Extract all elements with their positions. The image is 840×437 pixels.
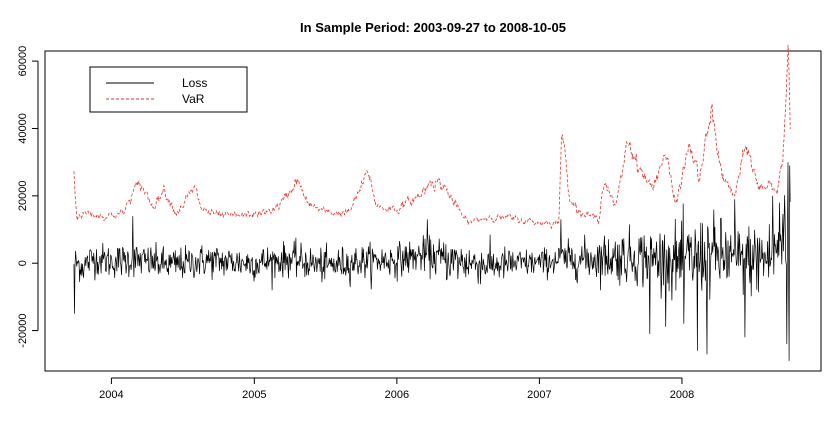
y-axis: -20000 0 20000 40000 60000 xyxy=(17,46,39,348)
chart-title: In Sample Period: 2003-09-27 to 2008-10-… xyxy=(300,20,566,35)
x-axis: 2004 2005 2006 2007 2008 xyxy=(99,377,694,401)
y-tick-group: -20000 0 20000 40000 60000 xyxy=(17,46,38,348)
legend: Loss VaR xyxy=(89,66,248,113)
y-tick-label: 40000 xyxy=(17,113,29,144)
y-tick-label: 0 xyxy=(17,260,29,266)
x-tick-group: 2004 2005 2006 2007 2008 xyxy=(99,378,694,401)
x-tick-label: 2008 xyxy=(670,389,694,401)
legend-box xyxy=(89,66,248,113)
x-tick-label: 2007 xyxy=(527,389,551,401)
var-line xyxy=(73,44,791,230)
y-tick-label: 20000 xyxy=(17,181,29,212)
plot-area xyxy=(44,44,822,372)
x-tick-label: 2006 xyxy=(385,389,409,401)
y-tick-label: 60000 xyxy=(17,46,29,77)
y-tick-label: -20000 xyxy=(17,313,29,347)
legend-var-label: VaR xyxy=(182,92,205,106)
legend-loss-label: Loss xyxy=(182,76,207,90)
plot-frame xyxy=(44,50,822,372)
x-tick-label: 2005 xyxy=(242,389,266,401)
series-layer xyxy=(73,44,791,361)
loss-line xyxy=(73,162,791,361)
x-tick-label: 2004 xyxy=(99,389,123,401)
